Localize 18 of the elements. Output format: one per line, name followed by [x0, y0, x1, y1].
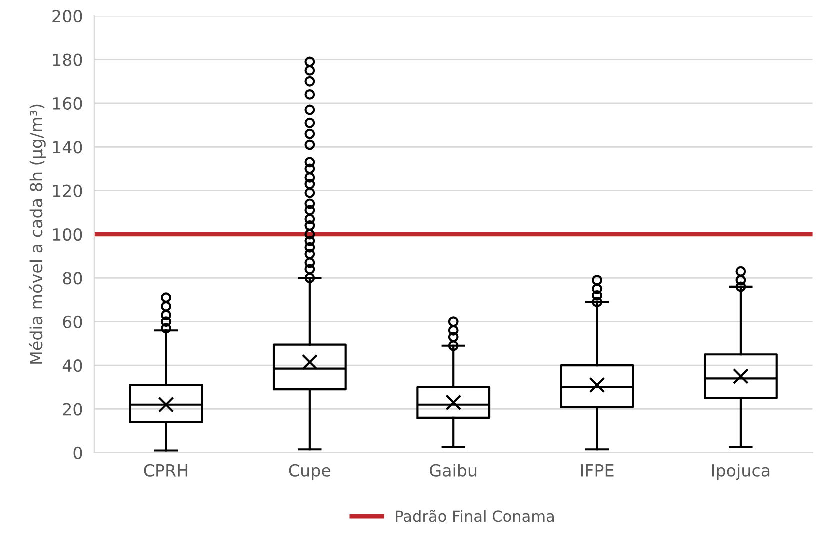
- x-tick-label: Gaibu: [430, 464, 477, 477]
- x-tick-label: IFPE: [581, 464, 614, 477]
- y-axis-title: Média móvel a cada 8h (µg/m³): [29, 104, 46, 364]
- y-tick-label: 100: [53, 228, 82, 242]
- y-tick-label: 60: [63, 316, 82, 328]
- y-tick-label: 40: [62, 360, 82, 372]
- y-tick-label: 140: [53, 141, 82, 154]
- y-tick-label: 160: [53, 97, 82, 110]
- x-tick-label: Ipojuca: [712, 464, 770, 480]
- y-tick-label: 20: [63, 403, 82, 416]
- legend-label: Padrão Final Conama: [396, 510, 554, 522]
- y-tick-label: 200: [52, 10, 82, 23]
- x-tick-label: CPRH: [144, 464, 188, 477]
- y-tick-label: 0: [74, 446, 82, 460]
- y-tick-label: 180: [53, 54, 82, 66]
- x-tick-label: Cupe: [289, 464, 331, 480]
- y-tick-label: 120: [53, 184, 82, 198]
- y-tick-label: 80: [63, 272, 82, 285]
